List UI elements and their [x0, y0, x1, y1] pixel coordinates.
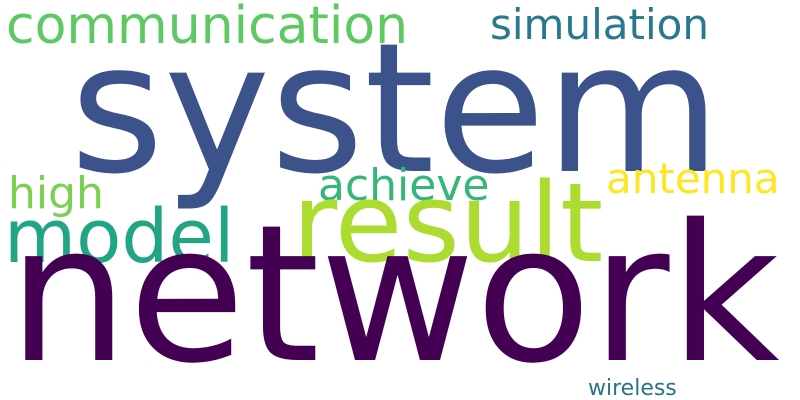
word-result: result: [292, 159, 604, 287]
word-system: system: [70, 5, 721, 214]
word-wireless: wireless: [588, 376, 677, 400]
word-achieve: achieve: [318, 160, 490, 211]
word-high: high: [8, 168, 104, 219]
word-simulation: simulation: [490, 0, 709, 49]
word-communication: communication: [6, 0, 409, 56]
word-antenna: antenna: [606, 154, 780, 203]
word-model: model: [4, 194, 235, 280]
word-network: network: [8, 184, 780, 400]
